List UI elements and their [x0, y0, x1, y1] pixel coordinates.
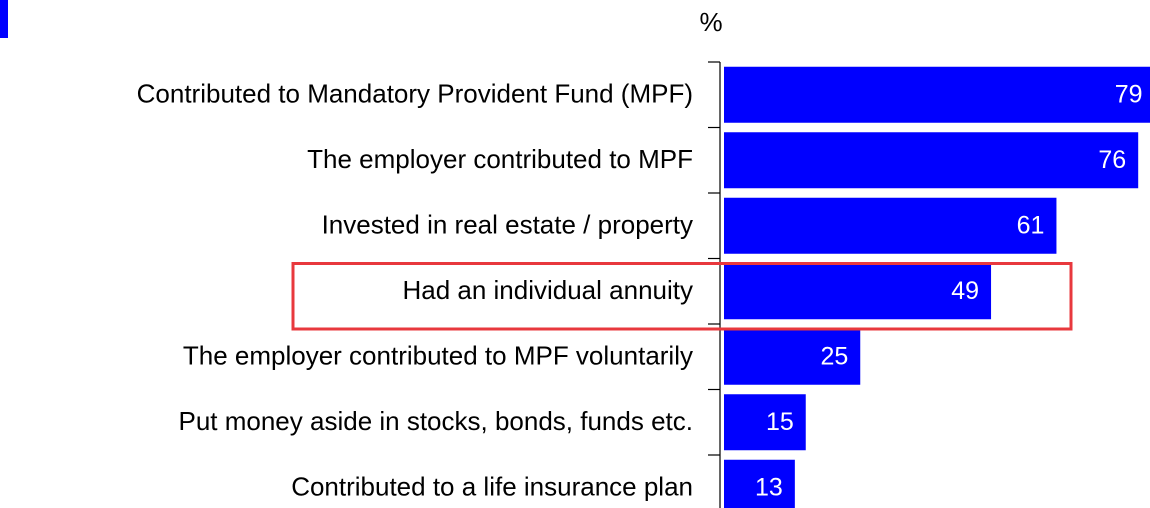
category-label: Contributed to Mandatory Provident Fund …: [137, 79, 693, 109]
value-label: 76: [1098, 146, 1126, 174]
value-label: 61: [1017, 211, 1045, 239]
unit-label: %: [699, 7, 722, 37]
bar: [724, 66, 1150, 123]
bar: [724, 394, 806, 451]
bar: [724, 328, 861, 385]
bar: [724, 197, 1057, 254]
value-label: 13: [755, 473, 783, 501]
bar: [724, 263, 992, 320]
bar: [724, 459, 795, 508]
bar: [724, 132, 1139, 189]
category-label: Put money aside in stocks, bonds, funds …: [178, 406, 693, 436]
category-label: Had an individual annuity: [402, 275, 693, 305]
value-label: 15: [766, 408, 794, 436]
category-label: Invested in real estate / property: [322, 210, 693, 240]
corner-marker: [0, 0, 8, 38]
category-label: The employer contributed to MPF: [307, 144, 693, 174]
value-label: 49: [951, 277, 979, 305]
category-label: The employer contributed to MPF voluntar…: [183, 341, 693, 371]
category-label: Contributed to a life insurance plan: [291, 472, 693, 502]
value-label: 25: [820, 342, 848, 370]
highlight-box: [291, 262, 1073, 331]
value-label: 79: [1115, 80, 1143, 108]
